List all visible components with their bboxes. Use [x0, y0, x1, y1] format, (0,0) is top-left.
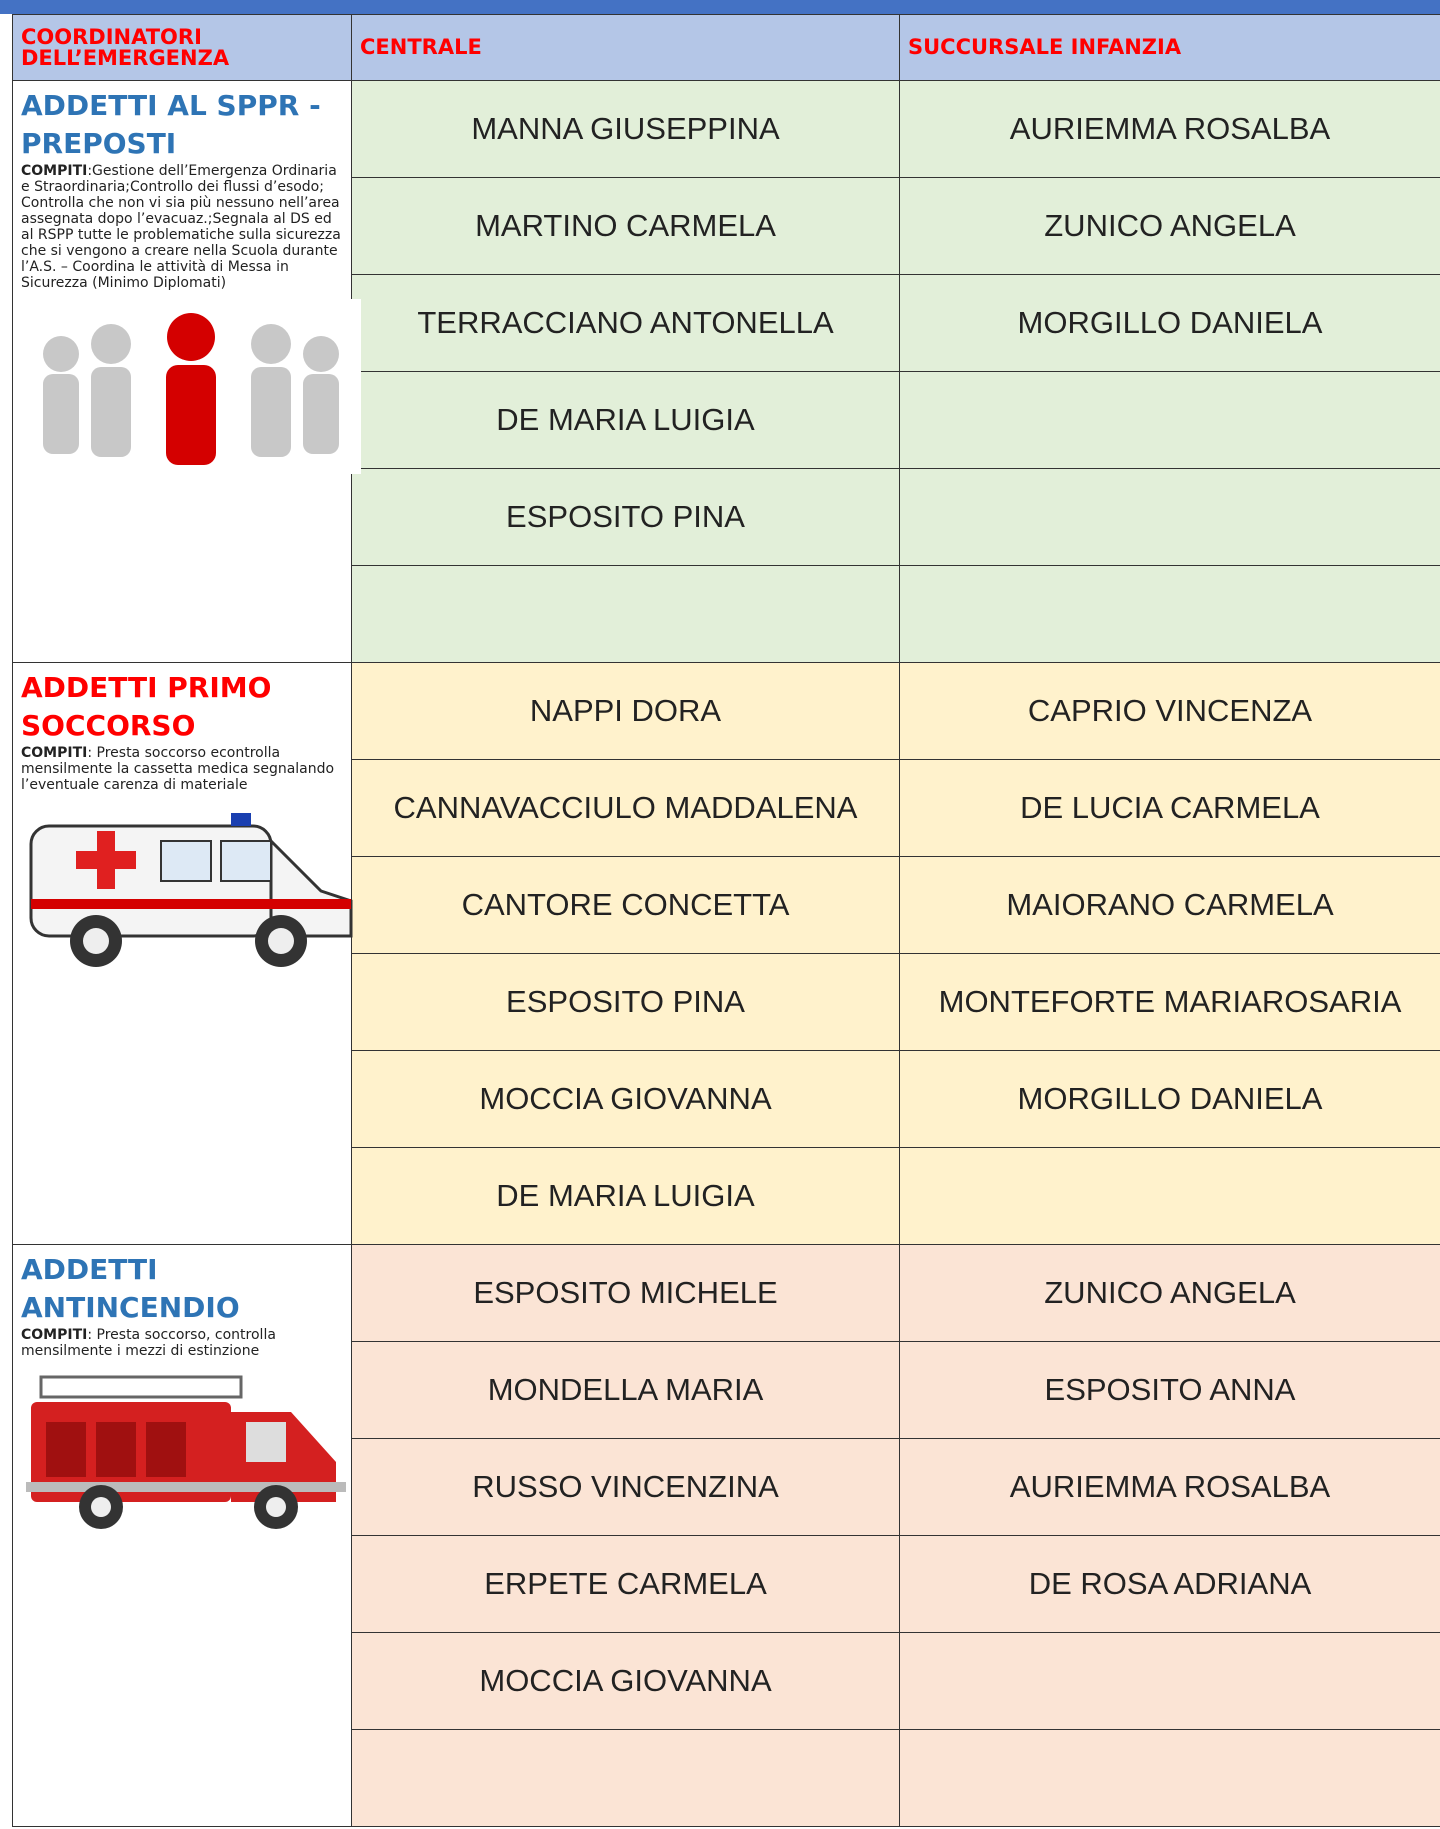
- name-cell: MARTINO CARMELA: [351, 177, 900, 275]
- row: ESPOSITO PINA: [13, 468, 1440, 566]
- compiti-label: COMPITI: [21, 163, 88, 179]
- name-cell: [899, 371, 1440, 469]
- compiti-label: COMPITI: [21, 1327, 88, 1343]
- table-body: ADDETTI AL SPPR - PREPOSTI COMPITI:Gestio…: [12, 80, 1440, 1827]
- top-bar: [0, 0, 1440, 14]
- name-cell: DE LUCIA CARMELA: [899, 759, 1440, 857]
- name-cell: ESPOSITO PINA: [351, 953, 900, 1051]
- row: ADDETTI PRIMO SOCCORSO COMPITI: Presta so…: [12, 662, 1440, 1245]
- section-title: ADDETTI AL SPPR - PREPOSTI: [21, 89, 321, 160]
- table: COORDINATORI DELL’EMERGENZA CENTRALE SUC…: [12, 14, 1440, 1827]
- compiti-text: : Presta soccorso econtrolla mensilmente…: [21, 745, 335, 793]
- row: MONDELLA MARIA ESPOSITO ANNA: [13, 1341, 1440, 1439]
- compiti: COMPITI:Gestione dell’Emergenza Ordinari…: [21, 163, 343, 291]
- row: ERPETE CARMELA DE ROSA ADRIANA: [13, 1535, 1440, 1633]
- row: MOCCIA GIOVANNA: [13, 1632, 1440, 1730]
- row: DE MARIA LUIGIA: [13, 1147, 1440, 1245]
- name-cell: CAPRIO VINCENZA: [899, 662, 1440, 760]
- section-cell: ADDETTI ANTINCENDIO COMPITI: Presta socco…: [12, 1244, 352, 1827]
- name-cell: ESPOSITO MICHELE: [351, 1244, 900, 1342]
- row: MARTINO CARMELA ZUNICO ANGELA: [13, 177, 1440, 275]
- name-cell: ESPOSITO PINA: [351, 468, 900, 566]
- row: RUSSO VINCENZINA AURIEMMA ROSALBA: [13, 1438, 1440, 1536]
- row: CANNAVACCIULO MADDALENA DE LUCIA CARMELA: [13, 759, 1440, 857]
- header-cell: COORDINATORI DELL’EMERGENZA: [12, 14, 352, 81]
- compiti-label: COMPITI: [21, 745, 88, 761]
- section-cell: ADDETTI PRIMO SOCCORSO COMPITI: Presta so…: [12, 662, 353, 1245]
- name-cell: RUSSO VINCENZINA: [351, 1438, 900, 1536]
- name-cell: [899, 1632, 1440, 1730]
- header-row: COORDINATORI DELL’EMERGENZA CENTRALE SUC…: [12, 14, 1440, 81]
- name-cell: MONDELLA MARIA: [351, 1341, 900, 1439]
- people-icon: [21, 299, 361, 474]
- name-cell: ZUNICO ANGELA: [899, 177, 1440, 275]
- name-cell: ZUNICO ANGELA: [899, 1244, 1440, 1342]
- name-cell: MANNA GIUSEPPINA: [351, 80, 900, 178]
- section-cell: ADDETTI AL SPPR - PREPOSTI COMPITI:Gestio…: [12, 80, 361, 663]
- section-title: ADDETTI ANTINCENDIO: [21, 1253, 240, 1324]
- name-cell: DE ROSA ADRIANA: [899, 1535, 1440, 1633]
- row: ESPOSITO PINA MONTEFORTE MARIAROSARIA: [13, 953, 1440, 1051]
- name-cell: [899, 565, 1440, 663]
- name-cell: MONTEFORTE MARIAROSARIA: [899, 953, 1440, 1051]
- firetruck-icon: [26, 1375, 346, 1529]
- section-title: ADDETTI PRIMO SOCCORSO: [21, 671, 272, 742]
- compiti: COMPITI: Presta soccorso, controlla mens…: [21, 1327, 343, 1359]
- name-cell: [351, 1729, 900, 1827]
- name-cell: AURIEMMA ROSALBA: [899, 1438, 1440, 1536]
- name-cell: [899, 1147, 1440, 1245]
- ambulance-icon: [29, 813, 353, 967]
- name-cell: MORGILLO DANIELA: [899, 274, 1440, 372]
- name-cell: MORGILLO DANIELA: [899, 1050, 1440, 1148]
- name-cell: MAIORANO CARMELA: [899, 856, 1440, 954]
- name-cell: NAPPI DORA: [351, 662, 900, 760]
- name-cell: ESPOSITO ANNA: [899, 1341, 1440, 1439]
- compiti-text: :Gestione dell’Emergenza Ordinaria e Str…: [21, 163, 341, 291]
- row: ADDETTI AL SPPR - PREPOSTI COMPITI:Gestio…: [12, 80, 1440, 663]
- name-cell: MOCCIA GIOVANNA: [351, 1050, 900, 1148]
- compiti: COMPITI: Presta soccorso econtrolla mens…: [21, 745, 343, 793]
- name-cell: [351, 565, 900, 663]
- name-cell: CANNAVACCIULO MADDALENA: [351, 759, 900, 857]
- name-cell: ERPETE CARMELA: [351, 1535, 900, 1633]
- header-cell: CENTRALE: [351, 14, 900, 81]
- name-cell: [899, 1729, 1440, 1827]
- row: [13, 1729, 1440, 1827]
- name-cell: TERRACCIANO ANTONELLA: [351, 274, 900, 372]
- row: DE MARIA LUIGIA: [13, 371, 1440, 469]
- name-cell: MOCCIA GIOVANNA: [351, 1632, 900, 1730]
- name-cell: AURIEMMA ROSALBA: [899, 80, 1440, 178]
- name-cell: DE MARIA LUIGIA: [351, 1147, 900, 1245]
- header-cell: SUCCURSALE INFANZIA: [899, 14, 1440, 81]
- name-cell: CANTORE CONCETTA: [351, 856, 900, 954]
- name-cell: [899, 468, 1440, 566]
- row: ADDETTI ANTINCENDIO COMPITI: Presta socco…: [12, 1244, 1440, 1827]
- compiti-text: : Presta soccorso, controlla mensilmente…: [21, 1327, 276, 1359]
- row: MOCCIA GIOVANNA MORGILLO DANIELA: [13, 1050, 1440, 1148]
- row: CANTORE CONCETTA MAIORANO CARMELA: [13, 856, 1440, 954]
- name-cell: DE MARIA LUIGIA: [351, 371, 900, 469]
